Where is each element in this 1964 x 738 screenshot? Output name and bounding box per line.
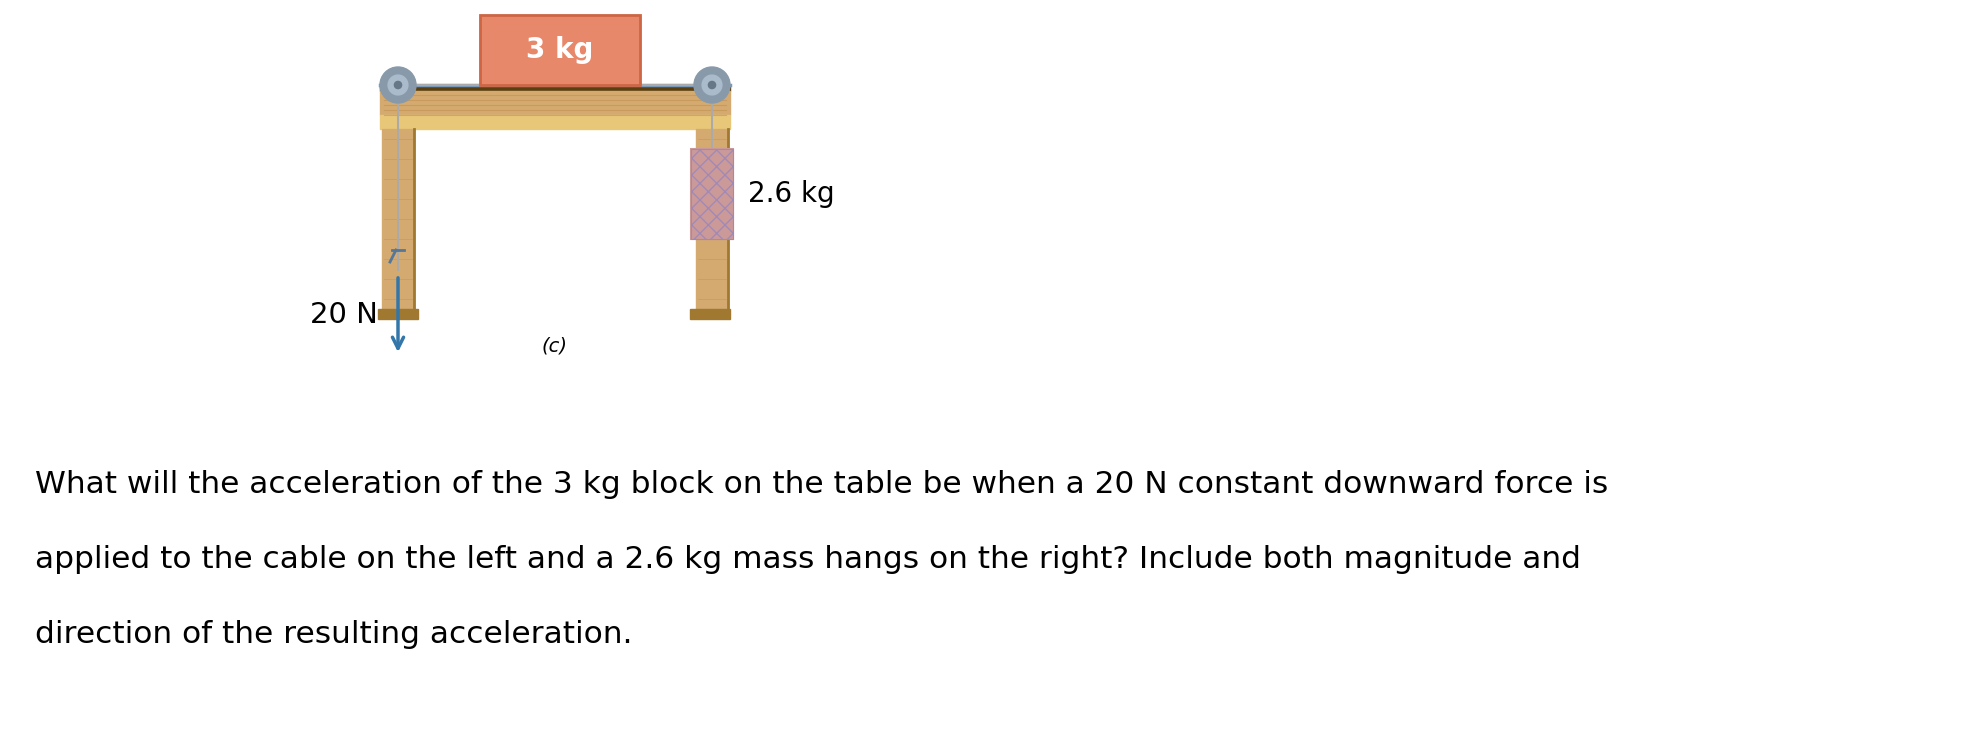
Bar: [695, 129, 727, 309]
Circle shape: [701, 75, 721, 95]
Bar: [689, 309, 731, 319]
Text: 2.6 kg: 2.6 kg: [748, 180, 835, 208]
Circle shape: [693, 67, 731, 103]
Bar: [381, 129, 414, 309]
Bar: [479, 15, 640, 85]
Circle shape: [395, 81, 401, 89]
Circle shape: [389, 75, 409, 95]
Text: direction of the resulting acceleration.: direction of the resulting acceleration.: [35, 620, 632, 649]
Text: 3 kg: 3 kg: [526, 36, 593, 64]
Bar: [691, 149, 733, 239]
Bar: [379, 91, 731, 115]
Bar: [479, 15, 640, 85]
Circle shape: [709, 81, 715, 89]
Bar: [377, 309, 418, 319]
Circle shape: [379, 67, 416, 103]
Text: What will the acceleration of the 3 kg block on the table be when a 20 N constan: What will the acceleration of the 3 kg b…: [35, 470, 1607, 499]
Bar: [379, 85, 731, 91]
Text: (c): (c): [542, 337, 568, 356]
Text: 20 N: 20 N: [310, 301, 377, 329]
Bar: [379, 115, 731, 129]
Bar: [691, 149, 733, 239]
Text: applied to the cable on the left and a 2.6 kg mass hangs on the right? Include b: applied to the cable on the left and a 2…: [35, 545, 1581, 574]
